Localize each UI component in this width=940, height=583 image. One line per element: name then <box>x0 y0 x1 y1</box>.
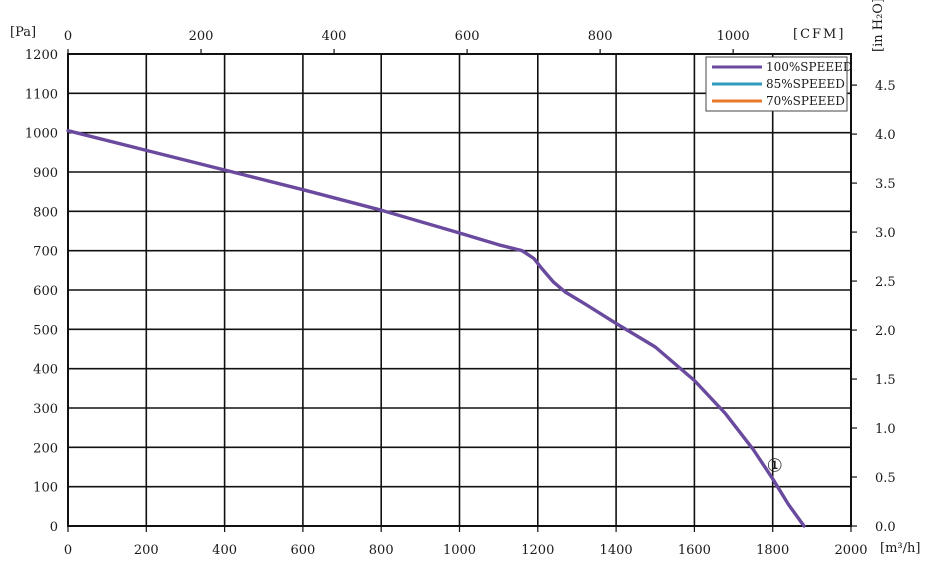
right-y-tick-label: 1.0 <box>875 422 896 437</box>
chart-legend: 100%SPEEED 85%SPEEED 70%SPEEED <box>705 56 853 112</box>
right-y-axis-unit-label: [in H₂O] <box>871 0 886 52</box>
x-tick-label: 1000 <box>443 543 476 558</box>
chart-axes <box>67 49 857 532</box>
y-tick-label: 200 <box>33 441 58 456</box>
top-x-tick-label: 0 <box>64 29 72 44</box>
y-tick-label: 1000 <box>25 127 58 142</box>
y-tick-label: 300 <box>33 402 58 417</box>
right-y-tick-label: 2.0 <box>875 324 896 339</box>
right-y-tick-label: 4.5 <box>875 79 896 94</box>
top-x-axis-unit-label: [CFM] <box>793 27 845 42</box>
y-tick-label: 700 <box>33 245 58 260</box>
x-tick-label: 600 <box>290 543 315 558</box>
right-y-tick-label: 3.5 <box>875 177 896 192</box>
y-axis-unit-label: [Pa] <box>10 25 36 40</box>
right-y-tick-label: 1.5 <box>875 373 896 388</box>
y-tick-label: 1200 <box>25 48 58 63</box>
x-tick-label: 400 <box>212 543 237 558</box>
top-x-tick-label: 1000 <box>717 29 750 44</box>
chart-tick-labels: 0 200 400 600 800 1000 1200 1400 1600 1800 2000010… <box>10 0 920 558</box>
top-x-tick-label: 800 <box>588 29 613 44</box>
y-tick-label: 400 <box>33 363 58 378</box>
legend-label: 70%SPEEED <box>766 94 845 108</box>
top-x-tick-label: 600 <box>455 29 480 44</box>
y-tick-label: 600 <box>33 284 58 299</box>
y-tick-label: 900 <box>33 166 58 181</box>
x-axis-unit-label: [m³/h] <box>880 541 920 556</box>
x-tick-label: 800 <box>369 543 394 558</box>
curve-number-marker: ① <box>767 456 783 477</box>
x-tick-label: 2000 <box>834 543 867 558</box>
series-line <box>66 128 806 528</box>
right-y-tick-label: 4.0 <box>875 128 896 143</box>
x-tick-label: 1800 <box>756 543 789 558</box>
chart-series: ① <box>66 128 806 528</box>
x-tick-label: 0 <box>64 543 72 558</box>
x-tick-label: 1200 <box>521 543 554 558</box>
top-x-tick-label: 200 <box>189 29 214 44</box>
legend-label: 100%SPEEED <box>766 60 853 74</box>
y-tick-label: 100 <box>33 481 58 496</box>
right-y-tick-label: 3.0 <box>875 226 896 241</box>
x-tick-label: 1600 <box>678 543 711 558</box>
chart-grid <box>67 53 852 527</box>
legend-label: 85%SPEEED <box>766 77 845 91</box>
right-y-tick-label: 0.0 <box>875 520 896 535</box>
y-tick-label: 1100 <box>25 87 58 102</box>
x-tick-label: 1400 <box>600 543 633 558</box>
y-tick-label: 500 <box>33 323 58 338</box>
y-tick-label: 0 <box>50 520 58 535</box>
right-y-tick-label: 0.5 <box>875 471 896 486</box>
x-tick-label: 200 <box>134 543 159 558</box>
y-tick-label: 800 <box>33 205 58 220</box>
top-x-tick-label: 400 <box>322 29 347 44</box>
right-y-tick-label: 2.5 <box>875 275 896 290</box>
